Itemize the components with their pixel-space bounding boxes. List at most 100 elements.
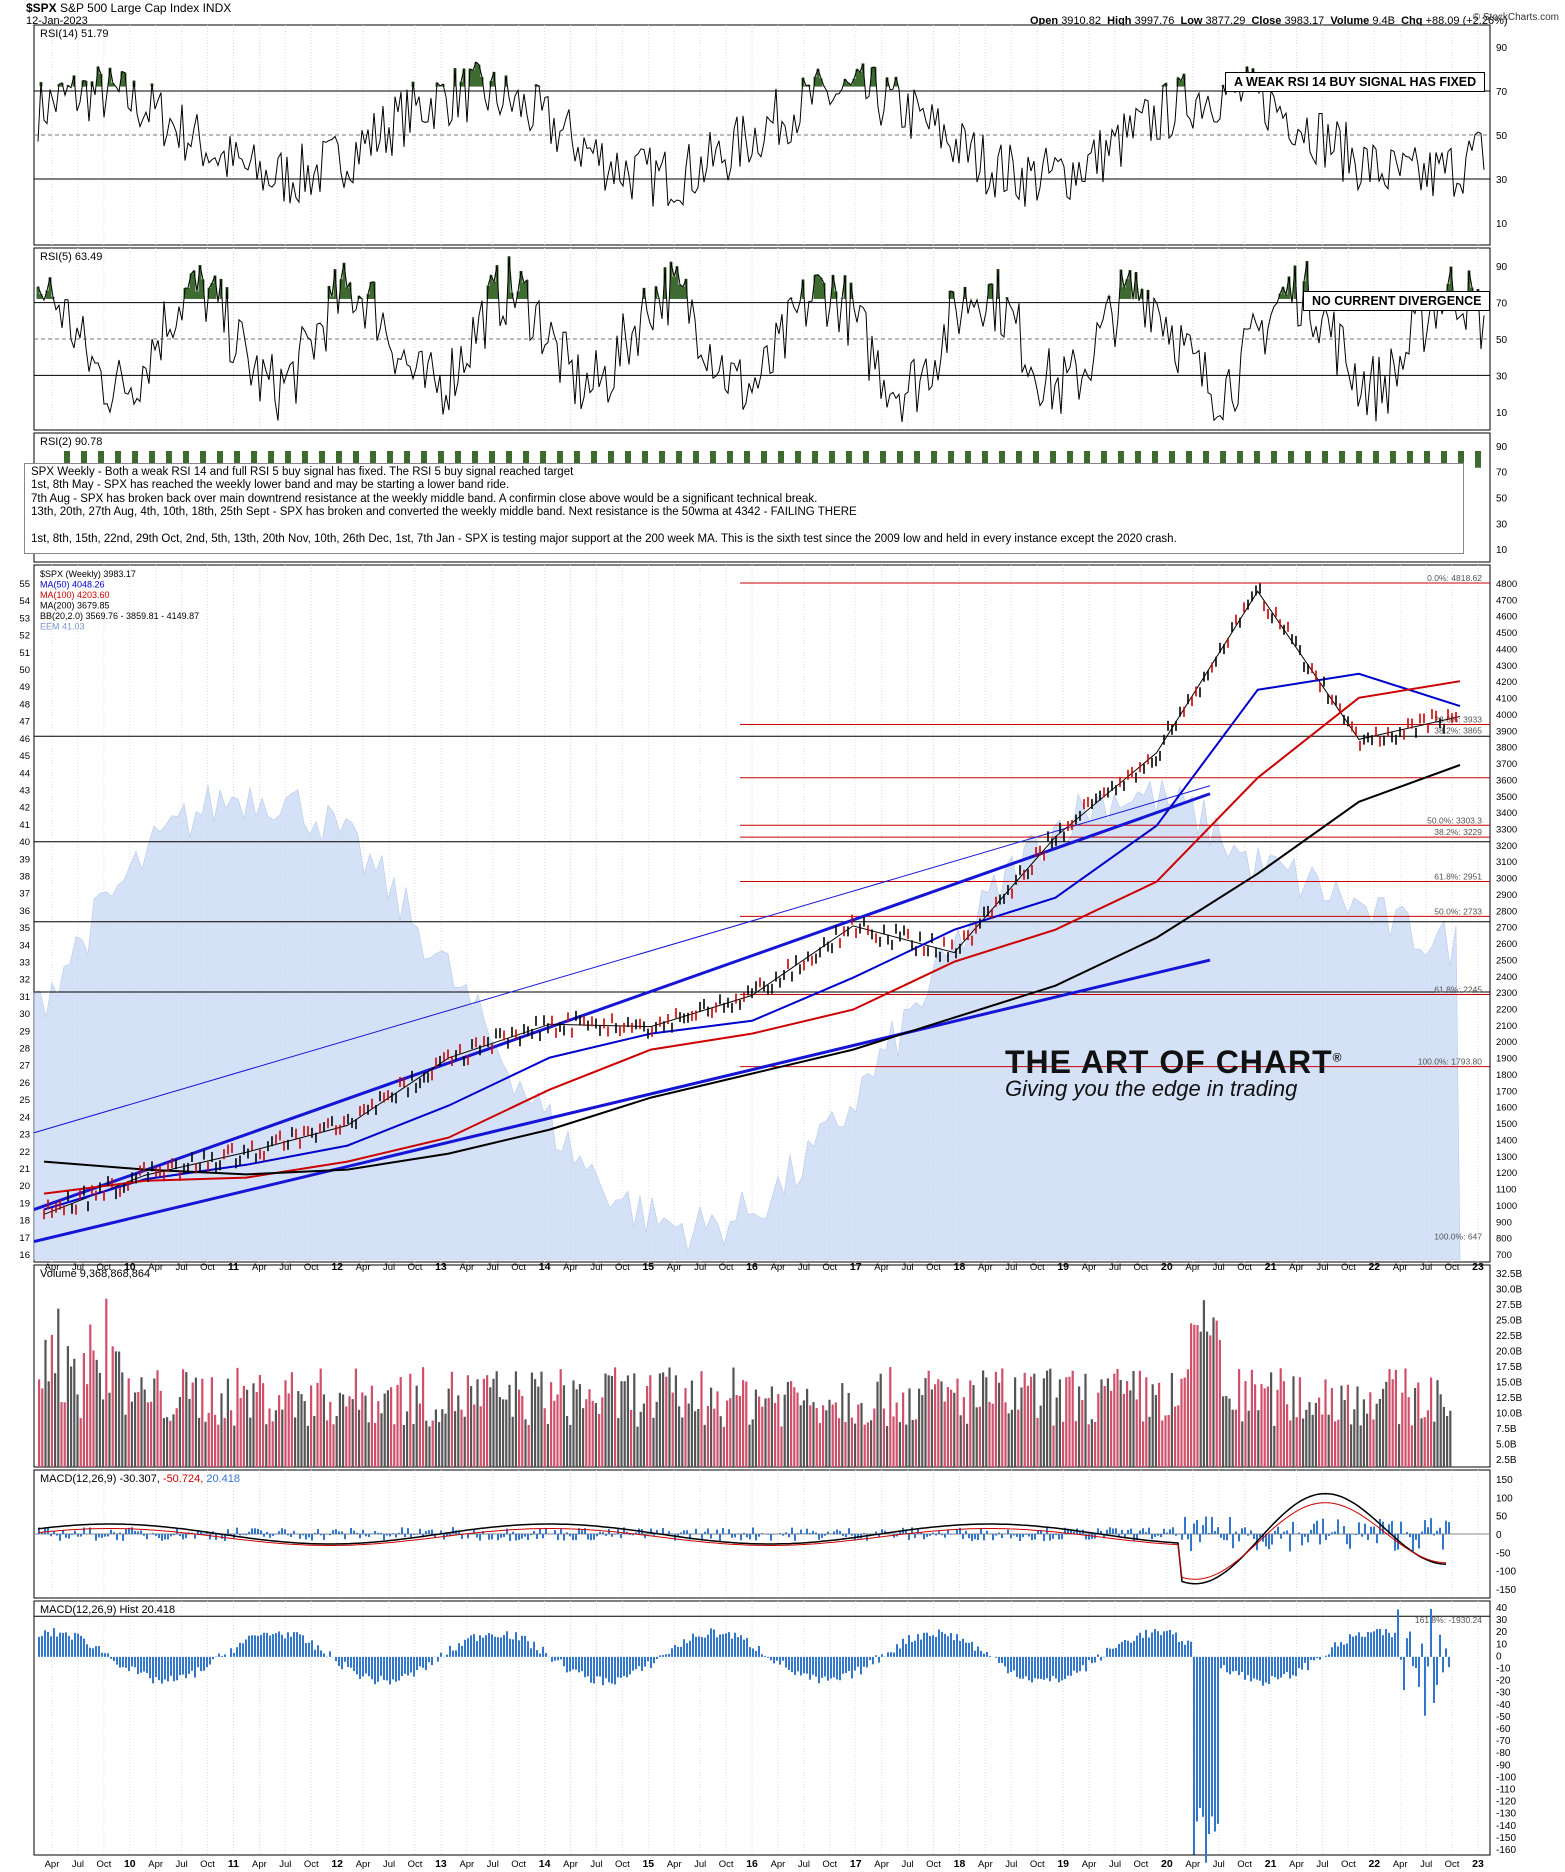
volume-bar xyxy=(348,1396,351,1467)
macd-hist-bar xyxy=(539,1528,541,1534)
macd-hist-bar xyxy=(221,1534,223,1539)
macd-hist-tick: 10 xyxy=(1496,1639,1508,1650)
x-axis-label: Apr xyxy=(356,1262,371,1273)
x-axis-label: Apr xyxy=(1185,1262,1200,1273)
macd-hist-bar xyxy=(1175,1632,1177,1657)
macd-hist-bar xyxy=(1031,1534,1033,1541)
fib-label: 38.2%: 3229 xyxy=(1434,827,1482,837)
macd-hist-bar xyxy=(1241,1528,1243,1534)
volume-bar xyxy=(1442,1406,1445,1467)
macd-hist-bar xyxy=(887,1652,889,1657)
volume-bar xyxy=(1126,1380,1129,1467)
macd-hist-bar xyxy=(776,1656,778,1661)
macd-hist-bar xyxy=(344,1656,346,1662)
macd-hist-bar xyxy=(1283,1656,1285,1675)
macd-hist-bar xyxy=(299,1534,301,1539)
macd-hist-bar xyxy=(551,1656,553,1662)
macd-hist-bar xyxy=(1307,1534,1309,1543)
volume-bar xyxy=(178,1396,181,1467)
macd-hist-bar xyxy=(128,1656,130,1672)
volume-bar xyxy=(604,1373,607,1467)
macd-hist-bar xyxy=(989,1655,991,1657)
macd-hist-bar xyxy=(281,1634,283,1657)
macd-hist-bar xyxy=(908,1635,910,1657)
macd-hist-bar xyxy=(1313,1523,1315,1534)
macd-hist-bar xyxy=(116,1656,118,1665)
volume-bar xyxy=(828,1399,831,1467)
volume-tick: 32.5B xyxy=(1496,1269,1522,1280)
macd-hist-bar xyxy=(779,1533,781,1534)
volume-bar xyxy=(47,1381,50,1467)
macd-hist-bar xyxy=(803,1656,805,1674)
macd-hist-tick: 30 xyxy=(1496,1615,1508,1626)
macd-hist-bar xyxy=(998,1656,1000,1663)
volume-bar xyxy=(1202,1300,1205,1467)
macd-hist-bar xyxy=(590,1656,592,1683)
rsi2-bar xyxy=(115,451,121,469)
macd-hist-bar xyxy=(1373,1631,1375,1657)
volume-bar xyxy=(1343,1400,1346,1467)
volume-bar xyxy=(92,1350,95,1467)
rsi2-bar xyxy=(880,451,886,473)
macd-hist-bar xyxy=(635,1656,637,1670)
x-axis-label: Jul xyxy=(902,1859,914,1870)
price-left-tick: 36 xyxy=(19,906,30,917)
macd-hist-bar xyxy=(461,1645,463,1657)
volume-bar xyxy=(1426,1410,1429,1467)
volume-bar xyxy=(1103,1385,1106,1467)
macd-hist-bar xyxy=(257,1635,259,1657)
volume-bar xyxy=(82,1353,85,1467)
macd-hist-bar xyxy=(170,1656,172,1676)
macd-hist-bar xyxy=(38,1636,40,1657)
x-axis-label: 20 xyxy=(1161,1261,1173,1273)
ohlc-readout: Open 3910.82 High 3997.76 Low 3877.29 Cl… xyxy=(1030,15,1508,27)
macd-hist-bar xyxy=(1028,1656,1030,1681)
macd-hist-bar xyxy=(863,1656,865,1667)
macd-hist-bar xyxy=(1010,1656,1012,1672)
macd-hist-bar xyxy=(1076,1656,1078,1673)
rsi2-bar xyxy=(931,451,937,474)
macd-hist-bar xyxy=(491,1534,493,1540)
volume-bar xyxy=(924,1378,927,1467)
volume-bar xyxy=(575,1389,578,1467)
volume-tick: 5.0B xyxy=(1496,1440,1517,1451)
volume-bar xyxy=(793,1387,796,1467)
macd-hist-bar xyxy=(581,1530,583,1534)
x-axis-label: Jul xyxy=(487,1262,499,1273)
x-axis-label: Apr xyxy=(667,1859,682,1870)
macd-hist-bar xyxy=(1109,1527,1111,1534)
upper-thin-trendline xyxy=(33,785,1211,1134)
macd-hist-bar xyxy=(1232,1534,1234,1549)
x-axis-label: Apr xyxy=(252,1859,267,1870)
volume-bar xyxy=(742,1380,745,1467)
volume-bar xyxy=(662,1372,665,1467)
volume-bar xyxy=(374,1422,377,1467)
volume-bar xyxy=(134,1392,137,1467)
volume-bar xyxy=(1314,1402,1317,1467)
macd-hist-bar xyxy=(665,1654,667,1657)
macd-hist-bar xyxy=(497,1637,499,1657)
macd-hist-bar xyxy=(650,1528,652,1534)
volume-bar xyxy=(1298,1377,1301,1467)
volume-bar xyxy=(806,1388,809,1467)
macd-hist-bar xyxy=(284,1529,286,1534)
macd-hist-bar xyxy=(41,1635,43,1657)
macd-hist-bar xyxy=(929,1636,931,1657)
volume-bar xyxy=(569,1424,572,1467)
rsi2-bar xyxy=(761,451,767,475)
x-axis-label: 23 xyxy=(1472,1261,1484,1273)
volume-bar xyxy=(601,1397,604,1467)
volume-bar xyxy=(319,1368,322,1467)
volume-bar xyxy=(972,1385,975,1467)
macd-hist-bar xyxy=(1355,1635,1357,1657)
macd-hist-bar xyxy=(560,1528,562,1534)
macd-hist-bar xyxy=(1103,1534,1105,1539)
macd-hist-bar xyxy=(836,1529,838,1534)
volume-bar xyxy=(966,1423,969,1467)
macd-hist-bar xyxy=(302,1635,304,1657)
macd-hist-bar xyxy=(950,1633,952,1657)
volume-bar xyxy=(50,1334,53,1467)
macd-hist-bar xyxy=(965,1642,967,1657)
price-right-tick: 3100 xyxy=(1496,857,1517,868)
macd-hist-bar xyxy=(1085,1534,1087,1540)
